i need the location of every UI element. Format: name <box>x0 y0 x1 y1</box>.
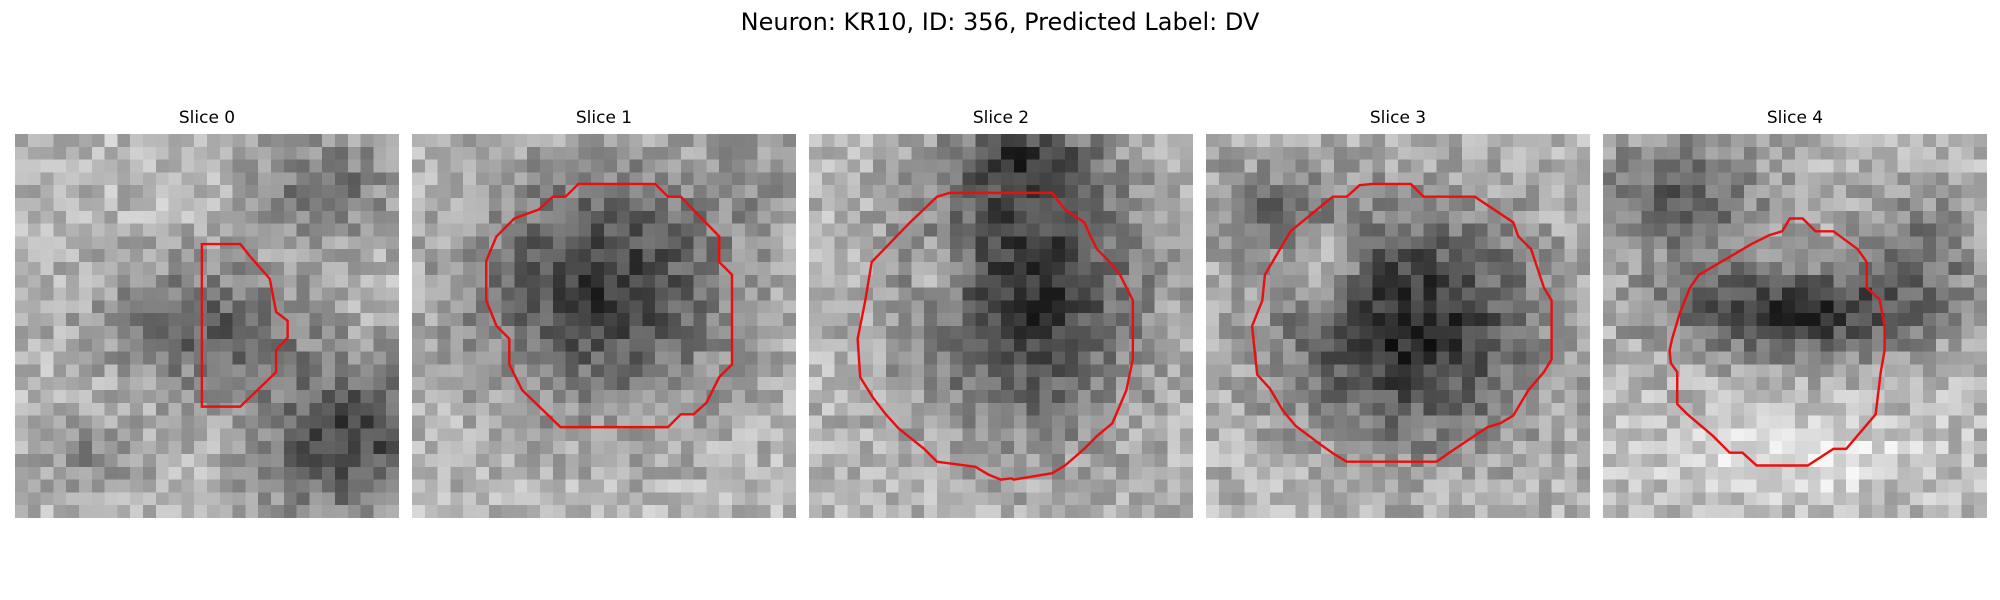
slice-image <box>412 134 796 518</box>
slice-title: Slice 0 <box>178 108 236 128</box>
slice-panel: Slice 1 <box>412 106 796 522</box>
slice-title: Slice 1 <box>575 108 633 128</box>
pixel-grid <box>1603 134 1987 518</box>
slice-image <box>1603 134 1987 518</box>
pixel-grid <box>1206 134 1590 518</box>
slice-title: Slice 2 <box>972 108 1030 128</box>
slice-image <box>1206 134 1590 518</box>
pixel-grid <box>809 134 1193 518</box>
pixel-grid <box>15 134 399 518</box>
roi-contour <box>856 191 1135 481</box>
slice-image <box>809 134 1193 518</box>
pixel-grid <box>412 134 796 518</box>
slice-panel: Slice 2 <box>809 106 1193 522</box>
slice-panel: Slice 4 <box>1603 106 1987 522</box>
slice-image <box>15 134 399 518</box>
roi-contour <box>200 242 289 408</box>
roi-contour <box>485 182 734 429</box>
slice-panel: Slice 0 <box>15 106 399 522</box>
figure-title: Neuron: KR10, ID: 356, Predicted Label: … <box>740 8 1260 36</box>
roi-contour <box>1668 217 1886 467</box>
slice-title: Slice 3 <box>1369 108 1427 128</box>
slice-panel: Slice 3 <box>1206 106 1590 522</box>
roi-contour <box>1250 182 1553 463</box>
slice-title: Slice 4 <box>1766 108 1824 128</box>
